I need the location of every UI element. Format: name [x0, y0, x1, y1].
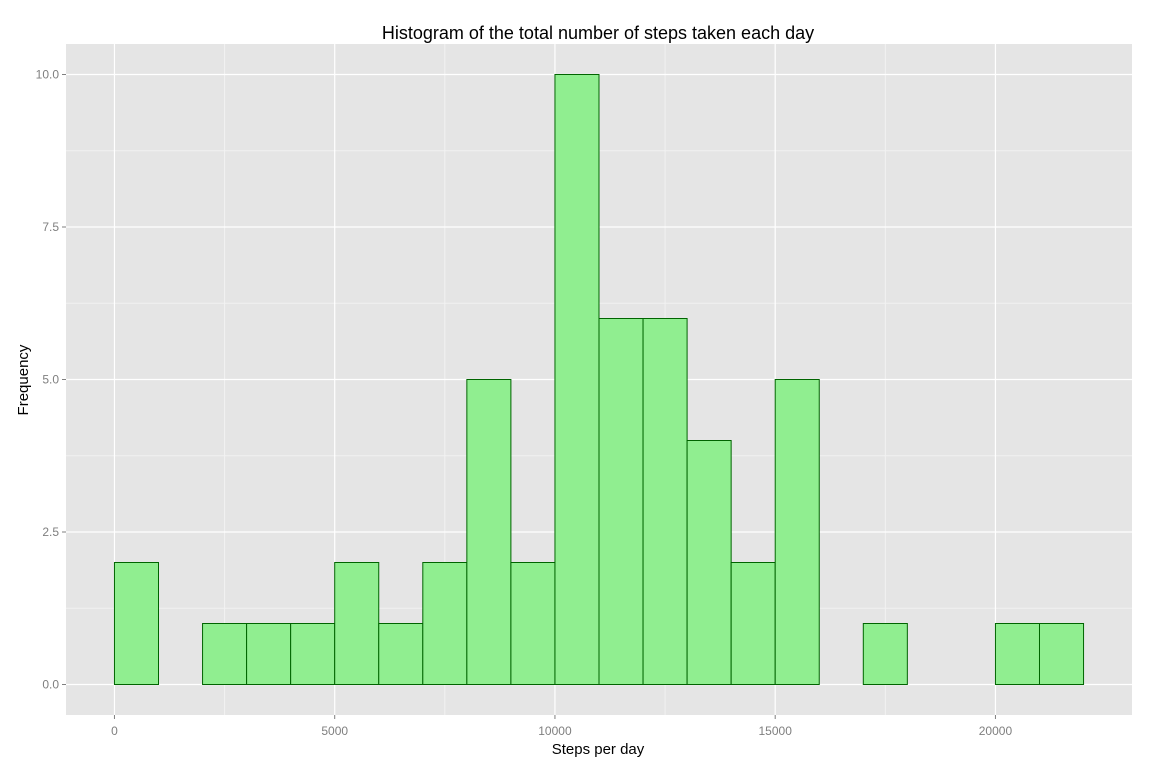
x-tick-label: 10000 [538, 724, 572, 738]
histogram-bar [202, 623, 248, 685]
histogram-bar [774, 379, 820, 685]
y-tick-label: 5.0 [42, 373, 59, 387]
histogram-bar [994, 623, 1040, 685]
histogram-bar [1038, 623, 1085, 685]
y-tick-label: 2.5 [42, 525, 59, 539]
x-tick-label: 0 [111, 724, 118, 738]
histogram-bar [466, 379, 512, 685]
histogram-bar [862, 623, 908, 685]
histogram-bars [113, 74, 1085, 685]
histogram-bar [246, 623, 292, 685]
y-axis-title: Frequency [15, 344, 32, 415]
histogram-bar [554, 74, 600, 685]
histogram-bar [642, 318, 688, 685]
histogram-bar [290, 623, 336, 685]
histogram-bar [510, 562, 556, 685]
x-tick-label: 15000 [759, 724, 793, 738]
histogram-bar [730, 562, 776, 685]
histogram-bar [113, 562, 160, 685]
y-tick-label: 7.5 [42, 220, 59, 234]
x-tick-label: 20000 [979, 724, 1013, 738]
chart-title: Histogram of the total number of steps t… [382, 23, 814, 43]
histogram-bar [378, 623, 424, 685]
y-tick-label: 10.0 [36, 68, 60, 82]
y-axis-ticks: 0.0 2.5 5.0 7.5 10.0 [36, 68, 66, 692]
histogram-bar [598, 318, 644, 685]
y-tick-label: 0.0 [42, 678, 59, 692]
histogram-bar [686, 440, 732, 685]
histogram-bar [422, 562, 468, 685]
x-tick-label: 5000 [321, 724, 348, 738]
histogram-bar [334, 562, 380, 685]
x-axis-ticks: 0 5000 10000 15000 20000 [111, 715, 1012, 738]
x-axis-title: Steps per day [552, 741, 645, 758]
